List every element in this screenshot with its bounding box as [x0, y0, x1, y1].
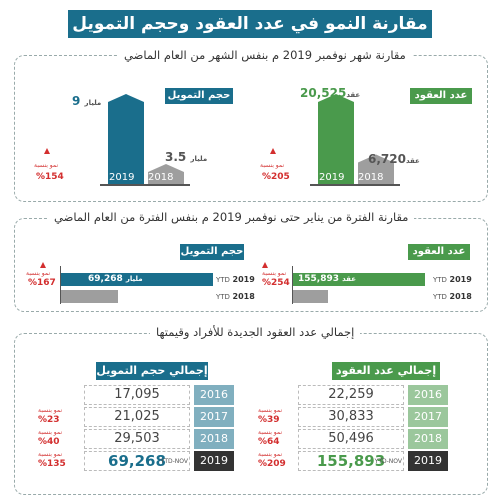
row-value: 50,496	[298, 429, 404, 449]
section1-title: مقارنة شهر نوفمبر 2019 م بنفس الشهر من ا…	[118, 48, 412, 62]
row-value: 21,025	[84, 407, 190, 427]
row-value: 22,259	[298, 385, 404, 405]
year-2018: YTD 2018	[433, 292, 472, 301]
table-row: 2017 21,025 نمو بنسبة %23	[38, 407, 234, 427]
section2-contracts-axis	[292, 266, 293, 304]
growth-value: %209	[258, 459, 286, 469]
growth-label: نمو بنسبة	[34, 162, 59, 169]
value-2019: 20,525عقد	[300, 86, 361, 100]
ytd-label: YTD-NOV	[160, 458, 188, 465]
growth-label: نمو بنسبة	[262, 270, 287, 277]
table-row: 2018 29,503 نمو بنسبة %40	[38, 429, 234, 449]
year-2018: 2018	[148, 172, 174, 183]
row-year: 2019	[408, 451, 448, 471]
section3-title: إجمالي عدد العقود الجديدة للأفراد وقيمته…	[150, 325, 361, 339]
growth-label: نمو بنسبة	[258, 429, 283, 436]
section3-finance-tag: إجمالي حجم التمويل	[96, 362, 208, 380]
row-value: 155,893	[298, 451, 404, 471]
value-2019: مليار 9	[72, 94, 102, 108]
growth-label: نمو بنسبة	[258, 451, 283, 458]
growth-arrow-icon	[44, 148, 50, 154]
growth-label: نمو بنسبة	[38, 407, 63, 414]
section1-finance-tag: حجم التمويل	[165, 88, 233, 104]
growth-value: %254	[262, 278, 290, 288]
table-row: 2019 155,893 YTD-NOV نمو بنسبة %209	[258, 451, 448, 471]
table-row: 2018 50,496 نمو بنسبة %64	[258, 429, 448, 449]
row-value: 29,503	[84, 429, 190, 449]
row-year: 2019	[194, 451, 234, 471]
growth-value: %205	[262, 172, 290, 182]
row-value: 30,833	[298, 407, 404, 427]
row-year: 2016	[408, 385, 448, 405]
growth-arrow-icon	[262, 262, 268, 268]
growth-value: %154	[36, 172, 64, 182]
growth-arrow-icon	[40, 262, 46, 268]
growth-label: نمو بنسبة	[260, 162, 285, 169]
growth-value: %40	[38, 437, 60, 447]
value-2019: 69,268 مليار	[88, 274, 143, 284]
growth-label: نمو بنسبة	[258, 407, 283, 414]
row-year: 2017	[194, 407, 234, 427]
row-year: 2017	[408, 407, 448, 427]
growth-value: %39	[258, 415, 280, 425]
bar-2018	[61, 290, 118, 303]
ytd-label: YTD-NOV	[374, 458, 402, 465]
value-2018: 25,897 مليار	[160, 291, 215, 301]
value-2019: عقد 155,893	[298, 274, 357, 284]
year-2019: 2019	[319, 172, 345, 183]
section1-contracts-chart	[310, 94, 400, 186]
value-2018: عقد 44,021	[382, 291, 434, 301]
year-2019: YTD 2019	[216, 275, 255, 284]
section3-contracts-tag: إجمالي عدد العقود	[332, 362, 440, 380]
table-row: 2019 69,268 YTD-NOV نمو بنسبة %135	[38, 451, 234, 471]
value-2018: 6,720عقد	[368, 152, 420, 166]
growth-label: نمو بنسبة	[26, 270, 51, 277]
table-row: 2016 17,095	[38, 385, 234, 405]
section2-finance-tag: حجم التمويل	[180, 244, 244, 260]
year-2019: YTD 2019	[433, 275, 472, 284]
row-value: 69,268	[84, 451, 190, 471]
table-row: 2017 30,833 نمو بنسبة %39	[258, 407, 448, 427]
growth-label: نمو بنسبة	[38, 451, 63, 458]
section2-contracts-tag: عدد العقود	[408, 244, 470, 260]
growth-value: %23	[38, 415, 60, 425]
growth-value: %135	[38, 459, 66, 469]
bar-2019	[61, 273, 213, 286]
section2-finance-axis	[60, 266, 61, 304]
year-2018: YTD 2018	[216, 292, 255, 301]
bar-2018	[358, 154, 394, 184]
row-year: 2018	[194, 429, 234, 449]
year-2019: 2019	[109, 172, 135, 183]
growth-label: نمو بنسبة	[38, 429, 63, 436]
row-year: 2018	[408, 429, 448, 449]
bar-2018	[148, 164, 184, 184]
bar-2019	[293, 273, 425, 286]
section1-contracts-tag: عدد العقود	[410, 88, 472, 104]
year-2018: 2018	[358, 172, 384, 183]
growth-value: %167	[28, 278, 56, 288]
bar-2019	[108, 94, 144, 184]
page-title: مقارنة النمو في عدد العقود وحجم التمويل	[68, 10, 432, 38]
growth-arrow-icon	[270, 148, 276, 154]
row-value: 17,095	[84, 385, 190, 405]
section1-finance-chart	[100, 94, 190, 186]
growth-value: %64	[258, 437, 280, 447]
row-year: 2016	[194, 385, 234, 405]
bar-2018	[293, 290, 329, 303]
value-2018: مليار 3.5	[165, 150, 208, 164]
section2-title: مقارنة الفترة من يناير حتى نوفمبر 2019 م…	[48, 210, 415, 224]
bar-2019	[318, 94, 354, 184]
table-row: 2016 22,259	[258, 385, 448, 405]
